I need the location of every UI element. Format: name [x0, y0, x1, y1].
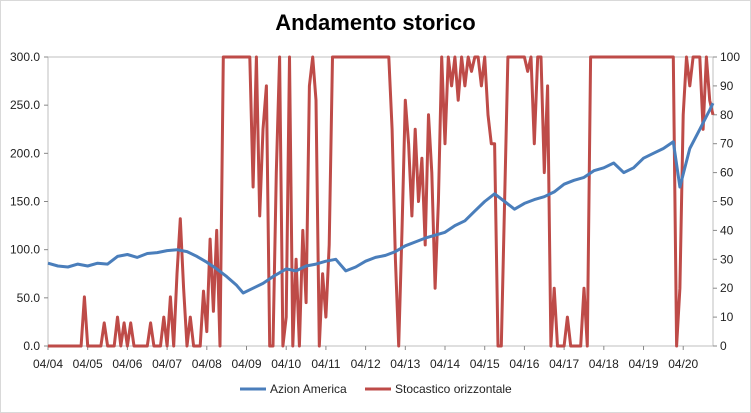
x-tick-label: 04/19: [629, 357, 659, 371]
y-left-tick-label: 0.0: [23, 339, 40, 353]
y-left-tick-label: 100.0: [10, 243, 40, 257]
x-tick-label: 04/07: [152, 357, 182, 371]
series-line-stocastico: [48, 55, 715, 348]
x-tick-label: 04/10: [271, 357, 301, 371]
series-line-azion-america: [47, 102, 715, 295]
x-tick-label: 04/04: [33, 357, 63, 371]
chart-title: Andamento storico: [275, 10, 476, 35]
y-right-tick-label: 80: [720, 108, 734, 122]
plot-area: [47, 56, 714, 347]
y-left-tick-label: 150.0: [10, 195, 40, 209]
x-tick-label: 04/15: [470, 357, 500, 371]
y-right-tick-label: 30: [720, 252, 734, 266]
x-tick-label: 04/16: [509, 357, 539, 371]
legend-label: Stocastico orizzontale: [395, 382, 512, 396]
x-tick-label: 04/14: [430, 357, 460, 371]
y-left-tick-label: 200.0: [10, 146, 40, 160]
x-tick-label: 04/12: [351, 357, 381, 371]
y-right-tick-label: 0: [720, 339, 727, 353]
y-right-tick-label: 50: [720, 195, 734, 209]
x-tick-label: 04/09: [231, 357, 261, 371]
x-tick-label: 04/08: [192, 357, 222, 371]
y-left-tick-label: 250.0: [10, 98, 40, 112]
x-tick-label: 04/18: [589, 357, 619, 371]
y-right-tick-label: 90: [720, 79, 734, 93]
x-tick-label: 04/06: [112, 357, 142, 371]
y-left-tick-label: 50.0: [17, 291, 41, 305]
x-tick-label: 04/17: [549, 357, 579, 371]
x-tick-label: 04/11: [311, 357, 340, 371]
x-tick-label: 04/20: [668, 357, 698, 371]
y-right-tick-label: 60: [720, 166, 734, 180]
y-right-tick-label: 20: [720, 281, 734, 295]
x-tick-label: 04/13: [390, 357, 420, 371]
y-right-tick-label: 100: [720, 50, 740, 64]
y-right-tick-label: 40: [720, 223, 734, 237]
y-right-tick-label: 10: [720, 310, 734, 324]
y-left-tick-label: 300.0: [10, 50, 40, 64]
x-tick-label: 04/05: [73, 357, 103, 371]
y-right-tick-label: 70: [720, 137, 734, 151]
legend-label: Azion America: [270, 382, 347, 396]
